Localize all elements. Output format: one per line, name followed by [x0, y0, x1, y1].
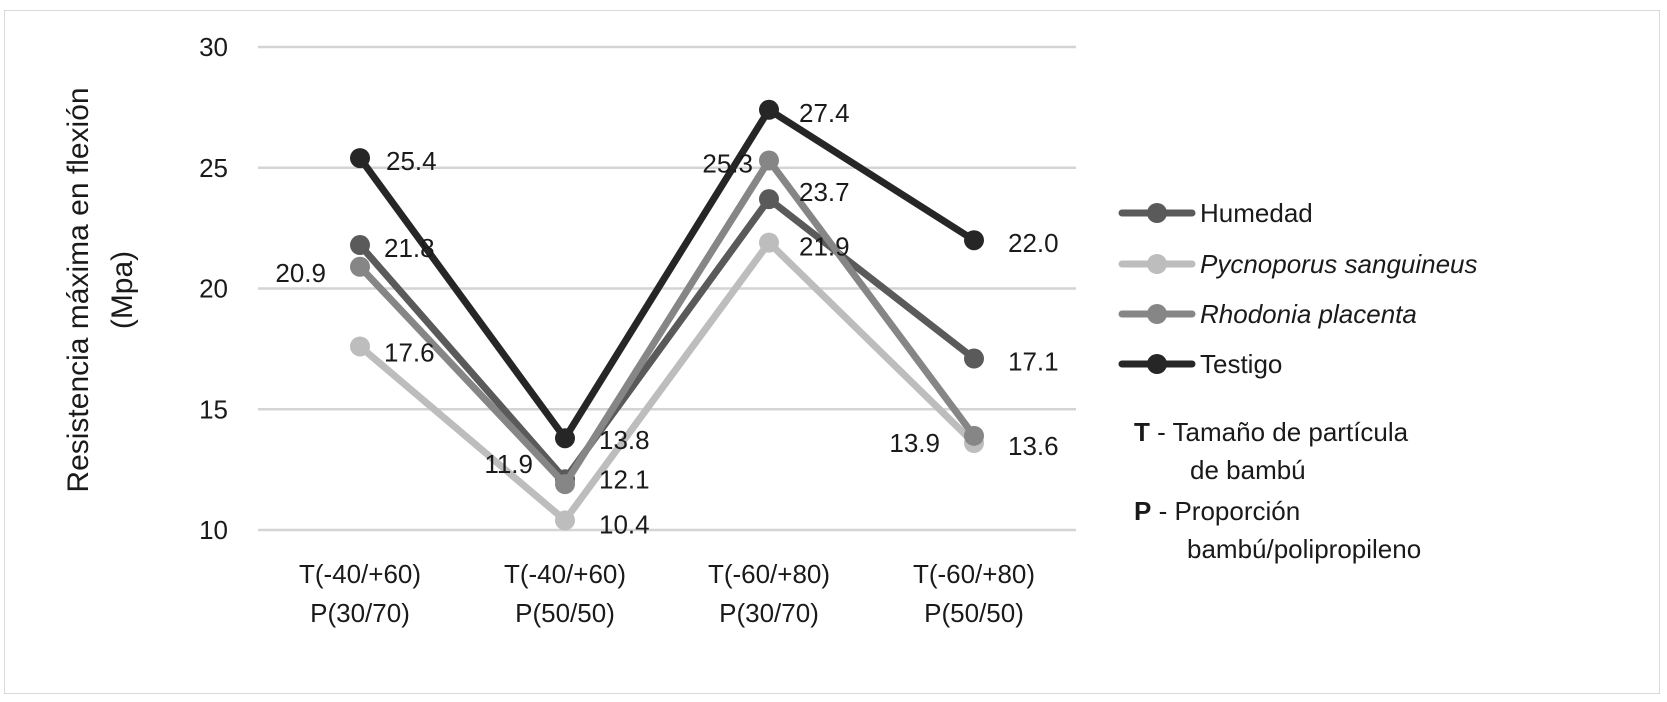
series-line-humedad — [356, 195, 978, 483]
y-axis-ticks: 10 15 20 25 30 — [199, 32, 228, 545]
note-p-line-1: bambú/polipropileno — [1187, 534, 1421, 564]
point-testigo-3 — [964, 230, 984, 251]
legend-label-rhodonia-placenta: Rhodonia placenta — [1200, 299, 1417, 329]
x-tick-2-line-1: P(30/70) — [719, 598, 819, 628]
data-labels: 21.8 12.1 23.7 17.1 17.6 10.4 21.9 13.6 20.9 11.9… — [275, 98, 1058, 540]
y-axis-label: Resistencia máxima en flexión (Mpa) — [62, 87, 139, 492]
series-line-rhodonia-placenta — [356, 157, 978, 488]
point-pycnoporus-sanguineus-2 — [759, 232, 779, 253]
x-tick-3-line-1: P(50/50) — [924, 598, 1024, 628]
legend-notes: T - Tamaño de partícula de bambú P - Propo… — [1134, 417, 1421, 564]
y-tick-10: 10 — [199, 515, 228, 545]
legend-marker-humedad — [1147, 203, 1167, 223]
series-line-pycnoporus-sanguineus — [356, 239, 978, 524]
x-tick-1-line-1: P(50/50) — [515, 598, 615, 628]
y-tick-30: 30 — [199, 32, 228, 62]
legend-label-testigo: Testigo — [1200, 349, 1282, 379]
y-tick-15: 15 — [199, 394, 228, 424]
chart-frame — [4, 10, 1660, 694]
point-rhodonia-placenta-2 — [759, 150, 779, 171]
y-axis-label-line-1: (Mpa) — [106, 251, 139, 329]
data-label-rhodonia-placenta-0: 20.9 — [275, 258, 326, 288]
y-tick-25: 25 — [199, 153, 228, 183]
data-label-rhodonia-placenta-3: 13.9 — [889, 428, 940, 458]
series-line-testigo — [356, 106, 978, 442]
point-humedad-2 — [759, 189, 779, 210]
point-rhodonia-placenta-0 — [350, 256, 370, 277]
data-label-humedad-3: 17.1 — [1008, 347, 1059, 377]
legend: Humedad Pycnoporus sanguineus Rhodonia pla… — [1118, 198, 1478, 379]
x-tick-2-line-0: T(-60/+80) — [708, 559, 830, 589]
point-humedad-0 — [350, 235, 370, 256]
series-lines — [350, 99, 984, 531]
legend-marker-testigo — [1147, 354, 1167, 374]
legend-label-pycnoporus-sanguineus: Pycnoporus sanguineus — [1200, 249, 1478, 279]
data-label-rhodonia-placenta-2: 25.3 — [702, 149, 753, 179]
data-label-testigo-0: 25.4 — [386, 146, 437, 176]
legend-label-humedad: Humedad — [1200, 198, 1313, 228]
y-tick-20: 20 — [199, 274, 228, 304]
point-humedad-3 — [964, 348, 984, 369]
x-tick-0-line-1: P(30/70) — [310, 598, 410, 628]
point-rhodonia-placenta-1 — [555, 474, 575, 495]
data-label-testigo-1: 13.8 — [599, 425, 650, 455]
data-label-rhodonia-placenta-1: 11.9 — [484, 449, 533, 479]
note-t-line-0: T - Tamaño de partícula — [1134, 417, 1409, 447]
legend-marker-rhodonia-placenta — [1147, 304, 1167, 324]
legend-marker-pycnoporus-sanguineus — [1147, 254, 1167, 274]
x-tick-0-line-0: T(-40/+60) — [299, 559, 421, 589]
x-tick-1-line-0: T(-40/+60) — [504, 559, 626, 589]
data-label-humedad-1: 12.1 — [599, 464, 650, 494]
data-label-humedad-2: 23.7 — [799, 177, 850, 207]
y-axis-label-line-0: Resistencia máxima en flexión — [62, 87, 95, 492]
data-label-pycnoporus-sanguineus-2: 21.9 — [799, 232, 850, 262]
data-label-pycnoporus-sanguineus-0: 17.6 — [384, 337, 435, 367]
point-pycnoporus-sanguineus-1 — [555, 510, 575, 531]
data-label-testigo-2: 27.4 — [799, 98, 850, 128]
point-rhodonia-placenta-3 — [964, 425, 984, 446]
point-testigo-0 — [350, 148, 370, 169]
data-label-pycnoporus-sanguineus-3: 13.6 — [1008, 431, 1059, 461]
x-axis-ticks: T(-40/+60) P(30/70) T(-40/+60) P(50/50) T(-6… — [299, 559, 1035, 628]
x-tick-3-line-0: T(-60/+80) — [913, 559, 1035, 589]
point-pycnoporus-sanguineus-0 — [350, 336, 370, 357]
point-testigo-2 — [759, 99, 779, 120]
point-testigo-1 — [555, 428, 575, 449]
data-label-humedad-0: 21.8 — [384, 233, 435, 263]
data-label-testigo-3: 22.0 — [1008, 228, 1059, 258]
note-t-line-1: de bambú — [1190, 455, 1306, 485]
note-p-line-0: P - Proporción — [1134, 496, 1300, 526]
data-label-pycnoporus-sanguineus-1: 10.4 — [599, 509, 650, 539]
